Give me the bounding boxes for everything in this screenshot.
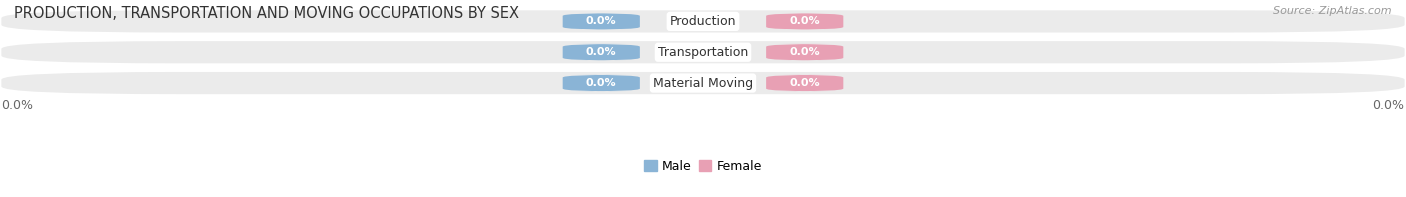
Text: 0.0%: 0.0% [586,78,617,88]
Text: Source: ZipAtlas.com: Source: ZipAtlas.com [1274,6,1392,16]
FancyBboxPatch shape [766,44,844,60]
Text: 0.0%: 0.0% [789,16,820,26]
Text: 0.0%: 0.0% [789,47,820,57]
Text: 0.0%: 0.0% [1372,99,1405,112]
FancyBboxPatch shape [766,75,844,91]
Text: PRODUCTION, TRANSPORTATION AND MOVING OCCUPATIONS BY SEX: PRODUCTION, TRANSPORTATION AND MOVING OC… [14,6,519,21]
Legend: Male, Female: Male, Female [644,160,762,173]
Text: 0.0%: 0.0% [586,16,617,26]
FancyBboxPatch shape [562,13,640,30]
Text: 0.0%: 0.0% [1,99,34,112]
Text: Transportation: Transportation [658,46,748,59]
FancyBboxPatch shape [766,13,844,30]
FancyBboxPatch shape [1,72,1405,94]
FancyBboxPatch shape [1,41,1405,63]
FancyBboxPatch shape [1,10,1405,33]
Text: 0.0%: 0.0% [586,47,617,57]
FancyBboxPatch shape [562,75,640,91]
FancyBboxPatch shape [562,44,640,60]
Text: Production: Production [669,15,737,28]
Text: 0.0%: 0.0% [789,78,820,88]
Text: Material Moving: Material Moving [652,77,754,90]
